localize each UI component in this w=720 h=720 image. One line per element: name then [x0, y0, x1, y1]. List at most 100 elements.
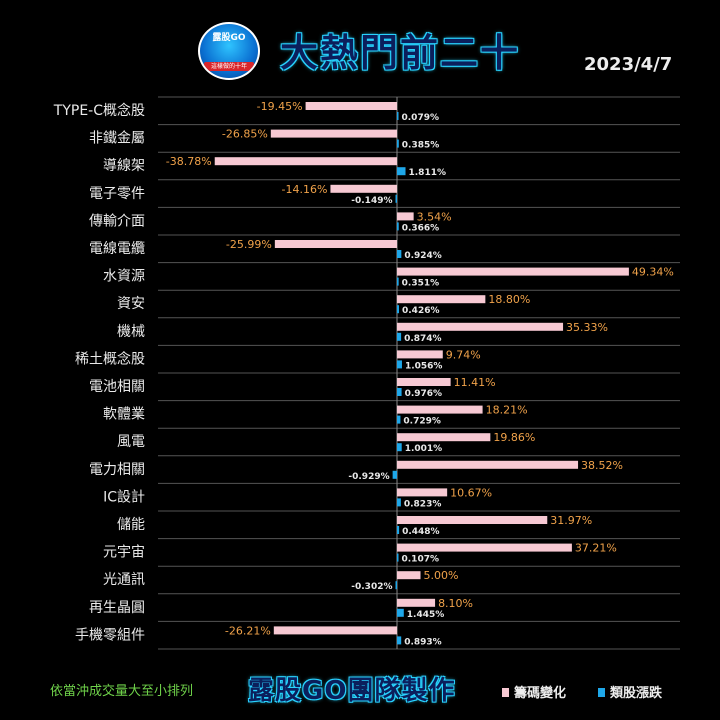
sector-change-bar: [397, 388, 402, 396]
chip-change-bar: [397, 378, 451, 386]
sector-change-bar: [397, 608, 404, 617]
chip-change-bar: [397, 488, 448, 497]
hot-sector-chart: TYPE-C概念股 -19.45% 0.079% 非鐵金屬 -26.85% 0.385% 導…: [53, 96, 680, 650]
legend-label-sector: 類股漲跌: [610, 686, 663, 701]
chip-change-bar: [305, 102, 397, 110]
sector-change-bar: [397, 360, 402, 369]
chip-change-bar: [397, 516, 548, 524]
category-label: 資安: [117, 296, 145, 312]
chart-title: 大熱門前二十: [280, 31, 521, 75]
sector-change-bar: [397, 222, 399, 231]
sector-change-label: 0.426%: [402, 306, 440, 316]
chip-change-label: -26.21%: [225, 624, 271, 637]
sector-change-bar: [397, 443, 402, 452]
chip-change-bar: [397, 295, 486, 304]
sector-change-label: 1.056%: [405, 361, 443, 371]
chip-change-bar: [273, 626, 397, 635]
sector-change-bar: [397, 332, 402, 341]
sector-change-label: 0.976%: [405, 389, 443, 399]
chip-change-bar: [397, 350, 443, 359]
legend-swatch-pink: [502, 688, 509, 697]
chip-change-bar: [330, 184, 397, 193]
legend-item-chips: 籌碼變化: [502, 682, 566, 701]
sector-change-label: 0.351%: [402, 279, 440, 289]
chip-change-label: 19.86%: [493, 431, 535, 444]
sector-change-label: 0.385%: [402, 141, 440, 151]
category-label: 儲能: [117, 517, 145, 533]
sector-change-label: 1.001%: [405, 444, 443, 454]
sector-change-bar: [392, 470, 397, 479]
sector-change-bar: [397, 305, 400, 314]
chip-change-label: -19.45%: [257, 100, 303, 113]
category-label: 稀土概念股: [75, 350, 145, 367]
chip-change-bar: [397, 267, 629, 276]
chip-change-label: 37.21%: [575, 542, 617, 555]
sector-change-label: 0.729%: [403, 417, 441, 427]
sector-change-bar: [395, 194, 397, 203]
sector-change-bar: [397, 250, 402, 258]
category-label: 電線電纜: [89, 240, 145, 257]
chip-change-label: 18.80%: [488, 293, 530, 306]
category-label: 傳輸介面: [89, 213, 145, 229]
sector-change-bar: [397, 553, 399, 562]
chip-change-label: 10.67%: [450, 486, 492, 499]
chip-change-bar: [397, 322, 564, 331]
sector-change-label: 0.874%: [404, 334, 442, 344]
sector-change-bar: [397, 112, 399, 120]
sector-change-bar: [397, 167, 406, 176]
chip-change-bar: [397, 460, 579, 469]
sector-change-bar: [397, 526, 400, 534]
sector-change-label: 0.079%: [402, 113, 440, 123]
category-label: 電力相關: [89, 462, 145, 478]
logo-brand-text: 露股GO: [212, 33, 246, 43]
chip-change-bar: [270, 129, 397, 138]
team-credit: 露股GO團隊製作: [248, 676, 456, 706]
chip-change-bar: [397, 571, 421, 580]
sector-change-label: 1.445%: [407, 610, 445, 620]
category-label: 光通訊: [103, 572, 145, 588]
sector-change-bar: [395, 581, 397, 590]
logo-caption: 這樣做的十年: [204, 62, 254, 71]
chip-change-bar: [397, 598, 436, 607]
sector-change-bar: [397, 277, 399, 286]
chip-change-label: 9.74%: [446, 348, 481, 361]
category-label: 導線架: [103, 158, 145, 174]
chip-change-bar: [397, 543, 572, 552]
sector-change-bar: [397, 498, 401, 507]
sector-change-label: -0.149%: [351, 196, 392, 206]
chip-change-label: -14.16%: [282, 183, 328, 196]
chip-change-label: 5.00%: [424, 569, 459, 582]
sector-change-label: 0.823%: [404, 499, 442, 509]
chip-change-label: -25.99%: [226, 238, 272, 251]
chip-change-label: 31.97%: [550, 514, 592, 527]
sector-change-label: 0.924%: [404, 251, 442, 261]
sector-change-label: -0.929%: [348, 472, 389, 482]
sector-change-label: 0.107%: [402, 555, 440, 565]
category-label: 風電: [117, 434, 145, 450]
chip-change-bar: [274, 240, 397, 248]
category-label: 軟體業: [103, 407, 145, 423]
chip-change-bar: [214, 157, 397, 166]
chip-change-bar: [397, 405, 483, 414]
chip-change-label: 49.34%: [632, 266, 674, 279]
chip-change-label: 3.54%: [417, 210, 452, 223]
category-label: 水資源: [103, 269, 145, 285]
chip-change-label: 35.33%: [566, 321, 608, 334]
legend-label-chips: 籌碼變化: [514, 686, 567, 701]
chip-change-label: 18.21%: [486, 404, 528, 417]
chip-change-label: -38.78%: [166, 155, 212, 168]
chip-change-bar: [397, 433, 491, 442]
brand-logo: 露股GO 這樣做的十年: [198, 22, 260, 80]
sector-change-label: 0.366%: [402, 223, 440, 233]
sector-change-bar: [397, 636, 402, 645]
category-label: 再生晶圓: [89, 600, 145, 616]
legend-swatch-blue: [598, 688, 605, 697]
category-label: IC設計: [103, 489, 145, 505]
category-label: 非鐵金屬: [89, 130, 145, 147]
sector-change-label: 0.448%: [402, 527, 440, 537]
category-label: 電池相關: [89, 379, 145, 395]
sector-change-bar: [397, 139, 399, 148]
sector-change-label: 0.893%: [404, 637, 442, 647]
chip-change-label: -26.85%: [222, 128, 268, 141]
category-label: 電子零件: [89, 186, 145, 202]
